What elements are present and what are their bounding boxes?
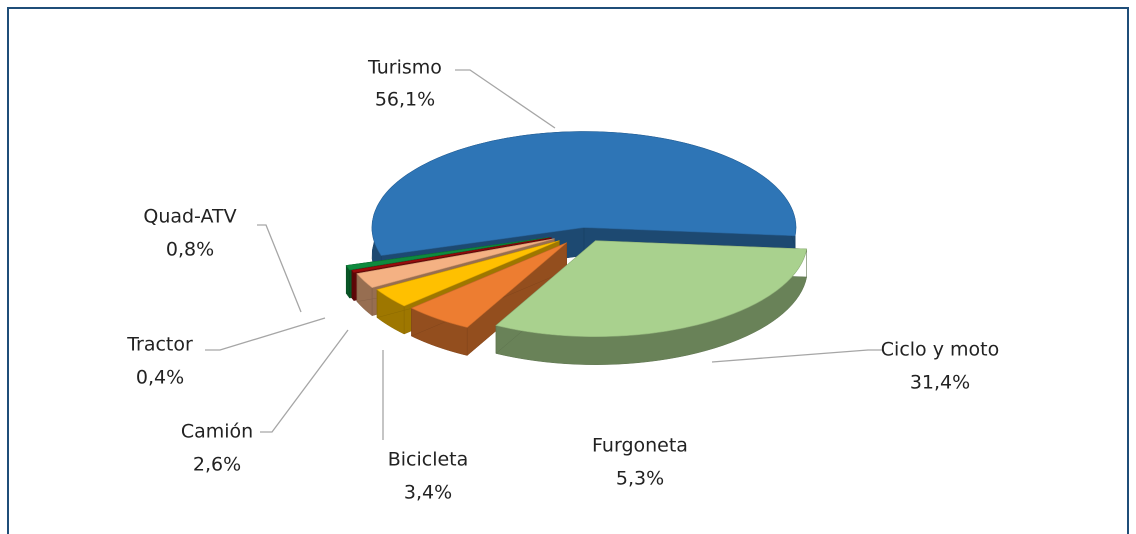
- category-label: Turismo: [367, 57, 442, 79]
- value-label: 56,1%: [375, 89, 435, 111]
- category-label: Camión: [181, 421, 253, 443]
- pie-slice: [410, 242, 567, 357]
- leader-line: [711, 349, 882, 363]
- leader-line: [205, 317, 326, 351]
- category-label: Bicicleta: [388, 449, 469, 471]
- slice-top: [495, 240, 808, 337]
- category-label: Ciclo y moto: [881, 339, 999, 361]
- slice-top: [376, 240, 560, 307]
- slice-top: [371, 131, 797, 256]
- slice-top: [356, 238, 555, 289]
- value-label: 3,4%: [404, 482, 452, 504]
- category-label: Tractor: [126, 334, 193, 356]
- slice-top: [410, 242, 567, 328]
- category-label: Furgoneta: [592, 435, 688, 457]
- leader-line: [455, 69, 556, 129]
- value-label: 5,3%: [616, 468, 664, 490]
- value-label: 31,4%: [910, 372, 970, 394]
- pie-slice: [495, 240, 808, 365]
- value-label: 0,4%: [136, 367, 184, 389]
- frame: [7, 7, 1129, 534]
- value-label: 2,6%: [193, 454, 241, 476]
- slice-top: [351, 237, 552, 273]
- leader-line: [260, 329, 349, 433]
- value-label: 0,8%: [166, 239, 214, 261]
- category-label: Quad-ATV: [143, 206, 236, 228]
- leader-line: [257, 224, 302, 313]
- slice-top: [345, 237, 549, 271]
